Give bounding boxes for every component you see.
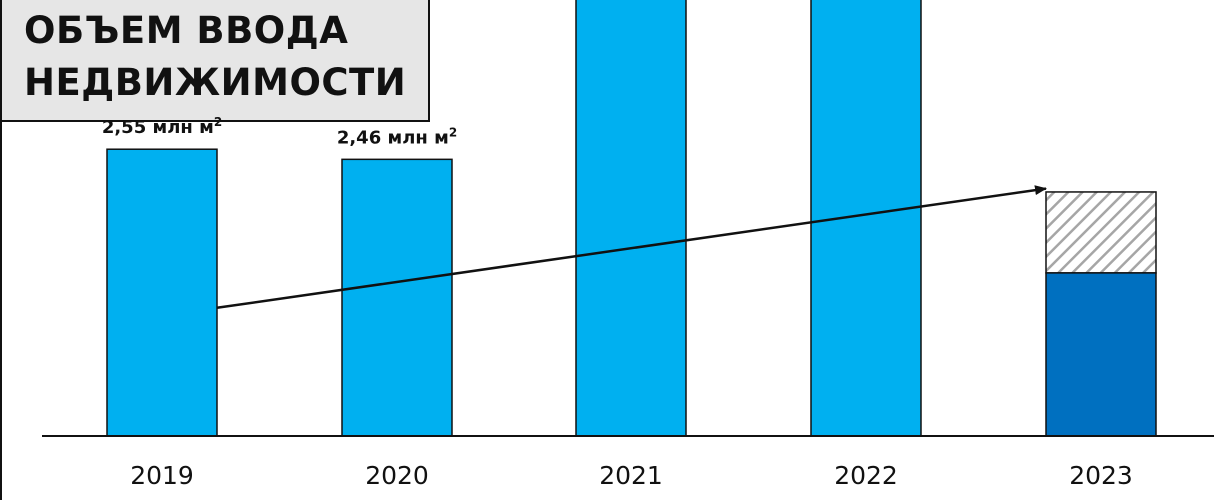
bar-2023-forecast-hatched bbox=[1045, 191, 1157, 274]
x-tick-label-2019: 2019 bbox=[130, 461, 194, 490]
bar-2020 bbox=[341, 158, 453, 437]
x-tick-label-2023: 2023 bbox=[1069, 461, 1133, 490]
x-tick-label-2022: 2022 bbox=[834, 461, 898, 490]
page-left-border bbox=[0, 0, 2, 500]
chart-title-line-1: ОБЪЕМ ВВОДА bbox=[24, 9, 349, 52]
bar-2019 bbox=[106, 148, 218, 437]
bar-2021 bbox=[575, 0, 687, 437]
trend-arrow bbox=[216, 185, 1047, 310]
data-label-2019: 2,55 млн м2 bbox=[102, 115, 222, 138]
title-box: ОБЪЕМ ВВОДА НЕДВИЖИМОСТИ bbox=[0, 0, 430, 122]
chart-title-line-2: НЕДВИЖИМОСТИ bbox=[24, 61, 407, 104]
x-tick-label-2020: 2020 bbox=[365, 461, 429, 490]
data-label-2020: 2,46 млн м2 bbox=[337, 125, 457, 148]
x-tick-label-2021: 2021 bbox=[599, 461, 663, 490]
bar-2022 bbox=[810, 0, 922, 437]
bar-2023-solid bbox=[1045, 272, 1157, 437]
